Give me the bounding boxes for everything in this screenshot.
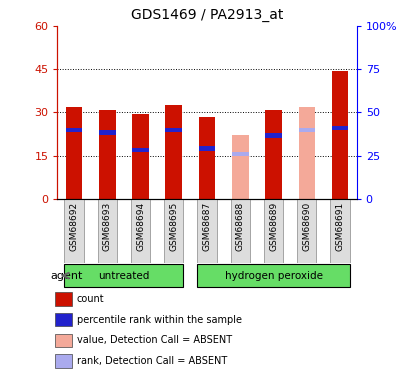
Bar <box>231 135 248 199</box>
Bar <box>64 199 83 262</box>
Bar <box>65 128 82 132</box>
Bar <box>297 199 316 262</box>
Bar <box>165 105 182 199</box>
Bar <box>231 152 248 156</box>
Text: value, Detection Call = ABSENT: value, Detection Call = ABSENT <box>77 335 231 345</box>
Text: rank, Detection Call = ABSENT: rank, Detection Call = ABSENT <box>77 356 227 366</box>
Bar <box>331 71 348 199</box>
Text: GSM68689: GSM68689 <box>268 202 277 251</box>
Bar <box>230 199 249 262</box>
Text: agent: agent <box>50 271 82 280</box>
Bar <box>197 264 349 287</box>
Bar <box>130 199 150 262</box>
Bar <box>99 110 115 199</box>
Bar <box>198 146 215 151</box>
Text: GSM68690: GSM68690 <box>301 202 310 251</box>
Text: GSM68688: GSM68688 <box>235 202 244 251</box>
Bar <box>97 199 117 262</box>
Bar <box>55 354 72 368</box>
Text: GSM68695: GSM68695 <box>169 202 178 251</box>
Text: GSM68693: GSM68693 <box>103 202 112 251</box>
Bar <box>55 313 72 326</box>
Text: hydrogen peroxide: hydrogen peroxide <box>224 271 322 280</box>
Bar <box>265 134 281 138</box>
Bar <box>165 128 182 132</box>
Bar <box>298 128 315 132</box>
Bar <box>132 114 148 199</box>
Text: count: count <box>77 294 104 304</box>
Bar <box>265 110 281 199</box>
Bar <box>197 199 216 262</box>
Text: GSM68691: GSM68691 <box>335 202 344 251</box>
Bar <box>330 199 349 262</box>
Text: untreated: untreated <box>98 271 149 280</box>
Bar <box>55 334 72 347</box>
Bar <box>99 130 115 135</box>
Bar <box>164 199 183 262</box>
Bar <box>263 199 283 262</box>
Text: GSM68692: GSM68692 <box>70 202 79 251</box>
Text: GSM68687: GSM68687 <box>202 202 211 251</box>
Bar <box>198 117 215 199</box>
Bar <box>331 126 348 130</box>
Bar <box>64 264 183 287</box>
Bar <box>298 107 315 199</box>
Bar <box>65 107 82 199</box>
Bar <box>132 148 148 152</box>
Text: GSM68694: GSM68694 <box>136 202 145 251</box>
Title: GDS1469 / PA2913_at: GDS1469 / PA2913_at <box>130 9 283 22</box>
Text: percentile rank within the sample: percentile rank within the sample <box>77 315 241 325</box>
Bar <box>55 292 72 306</box>
